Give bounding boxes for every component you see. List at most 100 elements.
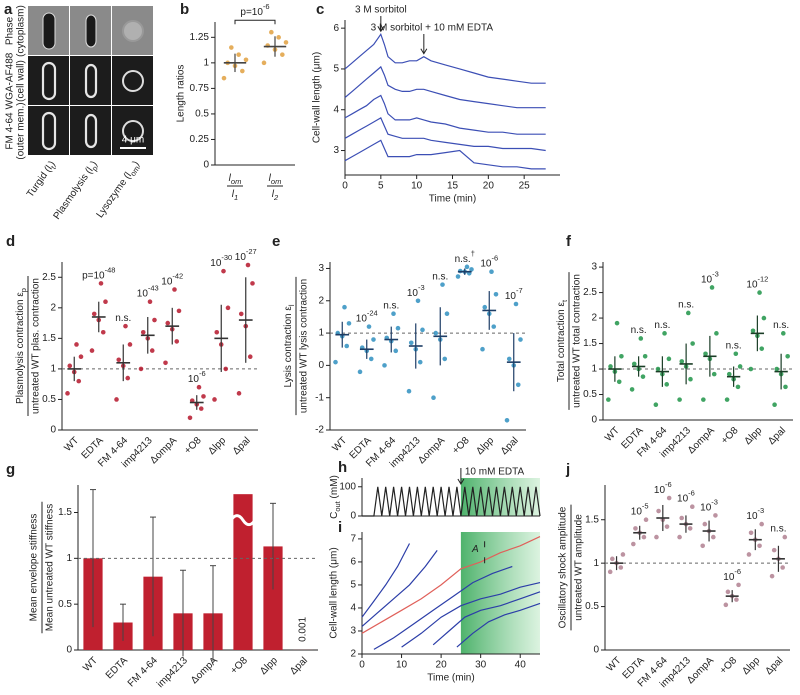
- significance-label: p=10-48: [82, 265, 115, 281]
- y-tick-label: 2: [50, 302, 56, 313]
- y-tick-label: -1: [315, 392, 324, 403]
- y-label: Mean envelope stiffness Mean untreated WT…: [29, 501, 56, 634]
- cell: [42, 12, 56, 50]
- data-point: [444, 311, 450, 316]
- data-point: [640, 374, 646, 379]
- y-tick-label: 1.25: [190, 32, 210, 43]
- significance-label: 10-3: [746, 506, 764, 522]
- data-point: [489, 269, 494, 274]
- annotation-arrow: [377, 16, 385, 33]
- data-point: [76, 378, 82, 384]
- annotation-arrow: [457, 468, 465, 485]
- y-tick-label: 0.5: [42, 394, 56, 405]
- x-tick-label: 20: [483, 181, 495, 192]
- data-point: [116, 357, 122, 363]
- data-line: [344, 32, 546, 84]
- row-label-line: (outer mem.): [16, 102, 27, 159]
- x-label-numerator: lom: [269, 173, 282, 186]
- x-tick-label: WT: [81, 655, 100, 674]
- significance-label-part: -12: [758, 275, 769, 284]
- panel-letter: a: [4, 1, 13, 18]
- significance-label: n.s.: [654, 320, 670, 331]
- row-label-line: FM 4-64: [5, 112, 16, 150]
- y-tick-label: 0.5: [585, 601, 599, 612]
- panel-letter: e: [272, 233, 280, 250]
- data-point: [103, 299, 108, 305]
- column-label-part: Turgid (l: [25, 163, 55, 199]
- significance-label-part: 10: [505, 291, 517, 302]
- significance-label-part: -6: [665, 480, 672, 489]
- data-point: [482, 304, 488, 310]
- y-tick-label: 4: [333, 104, 339, 115]
- significance-label: 10-7: [505, 286, 523, 302]
- data-point: [212, 397, 217, 402]
- data-point: [690, 341, 695, 346]
- x-tick-label: Δpal: [288, 655, 310, 677]
- data-point: [198, 406, 204, 411]
- y-label-text-part: (mM): [329, 475, 340, 501]
- data-point: [702, 521, 708, 527]
- cell: [122, 20, 144, 42]
- data-point: [493, 292, 499, 297]
- y-tick-label: 6: [333, 23, 339, 34]
- column-label-part: t: [49, 163, 58, 171]
- data-point: [78, 354, 84, 359]
- significance-label-part: 10: [161, 276, 173, 287]
- column-label: Turgid (lt): [25, 159, 60, 201]
- y-label-numerator-part: Plasmolysis contraction ε: [15, 292, 26, 404]
- annotation: 3 M sorbitol: [355, 5, 407, 16]
- data-line: [361, 550, 438, 627]
- x-label-denominator-part: l: [272, 189, 275, 200]
- data-point: [783, 384, 788, 390]
- significance-label: 10-5: [631, 502, 649, 518]
- data-point: [687, 526, 693, 531]
- data-point: [515, 382, 521, 388]
- data-line: [344, 94, 546, 135]
- y-tick-label: 2: [591, 313, 597, 324]
- y-label-numerator: Plasmolysis contraction εp: [15, 288, 28, 404]
- y-tick-label: 1.5: [585, 514, 599, 525]
- y-tick-label: 0: [203, 160, 209, 171]
- cell: [41, 61, 57, 101]
- annotation: A: [471, 544, 479, 555]
- annotation: 3 M sorbitol + 10 mM EDTA: [371, 23, 494, 34]
- x-label: Time (min): [429, 194, 476, 205]
- y-tick-label: 0.5: [195, 109, 209, 120]
- data-point: [653, 402, 659, 408]
- data-point: [138, 366, 144, 372]
- data-point: [724, 397, 730, 402]
- column-label-part: Lysozyme (l: [94, 170, 133, 220]
- data-point: [714, 331, 719, 336]
- data-point: [759, 346, 765, 351]
- significance-label-part: -5: [642, 502, 649, 511]
- data-point: [100, 329, 106, 335]
- x-tick-label: Δpal: [763, 655, 785, 677]
- significance-label: 10-6: [723, 567, 741, 583]
- significance-label: n.s.: [770, 524, 786, 535]
- y-tick-label: 1: [318, 328, 324, 339]
- column-label: Lysozyme (lom): [94, 159, 143, 221]
- x-tick-label: imp4213: [155, 655, 190, 690]
- y-tick-label: 2.5: [583, 287, 597, 298]
- data-line: [344, 65, 546, 109]
- data-point: [734, 597, 739, 602]
- data-point: [395, 325, 401, 331]
- y-tick-label: 3: [350, 626, 356, 637]
- micrograph: [28, 56, 69, 105]
- data-point: [223, 366, 229, 372]
- data-point: [196, 384, 202, 390]
- significance-label-part: 10: [631, 506, 643, 517]
- significance-label-part: -6: [734, 567, 741, 576]
- data-point: [172, 287, 177, 292]
- data-point: [703, 351, 708, 357]
- data-point: [735, 384, 741, 390]
- data-point: [67, 363, 73, 369]
- panel-letter: h: [338, 459, 347, 476]
- data-line: [432, 591, 541, 646]
- data-point: [229, 45, 234, 50]
- x-tick-label: ΔompA: [416, 435, 447, 466]
- y-label-numerator: Oscillatory shock amplitude: [558, 506, 569, 628]
- data-point: [610, 556, 615, 562]
- data-point: [619, 353, 624, 359]
- x-tick-label: WT: [603, 425, 622, 444]
